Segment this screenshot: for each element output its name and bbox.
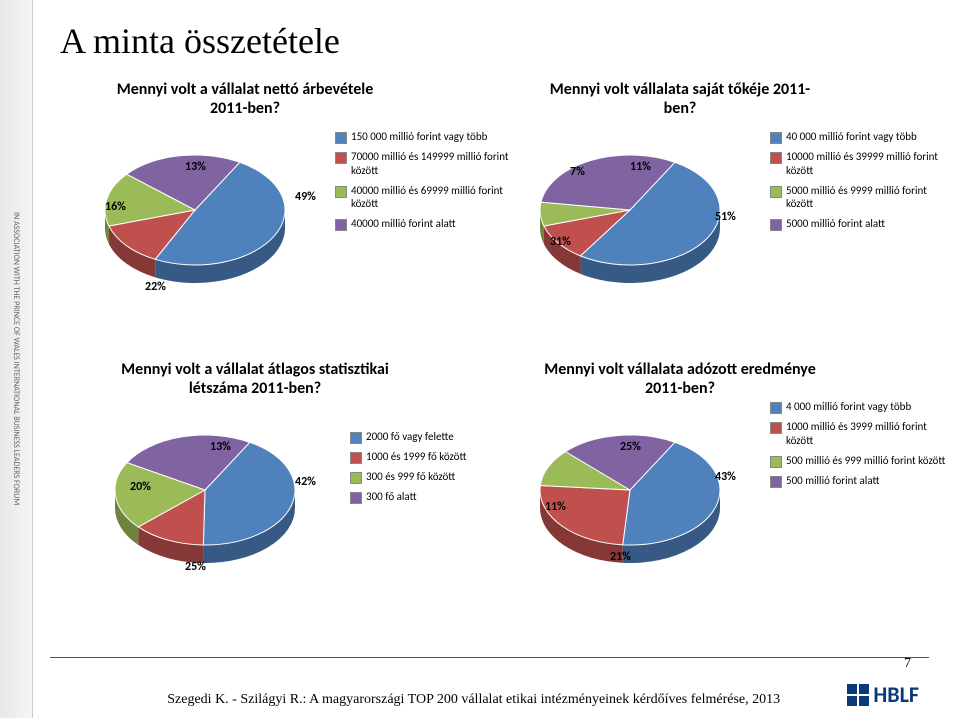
legend-swatch: [770, 152, 782, 164]
legend-item: 2000 fő vagy felette: [350, 430, 510, 444]
pct-label: 43%: [715, 470, 736, 484]
legend-label: 5000 millió és 9999 millió forint között: [786, 184, 950, 212]
legend-label: 40000 millió és 69999 millió forint közö…: [351, 184, 510, 212]
legend-swatch: [350, 452, 362, 464]
legend-label: 1000 millió és 3999 millió forint között: [786, 420, 950, 448]
pct-label: 49%: [295, 190, 316, 204]
legend-item: 5000 millió forint alatt: [770, 217, 950, 231]
footer-citation: Szegedi K. - Szilágyi R.: A magyarország…: [100, 692, 847, 708]
legend-item: 500 millió forint alatt: [770, 474, 950, 488]
pie-headcount: 42% 13% 20% 25%: [85, 400, 345, 600]
legend-swatch: [770, 422, 782, 434]
pct-label: 25%: [185, 560, 206, 574]
legend-revenue: 150 000 millió forint vagy több 70000 mil…: [335, 130, 510, 237]
legend-swatch: [770, 186, 782, 198]
chart-title: Mennyi volt vállalata adózott eredménye …: [535, 360, 825, 398]
hblf-logo: HBLF: [847, 681, 919, 708]
legend-label: 150 000 millió forint vagy több: [351, 130, 487, 144]
chart-equity: Mennyi volt vállalata saját tőkéje 2011-…: [510, 80, 959, 124]
legend-item: 150 000 millió forint vagy több: [335, 130, 510, 144]
legend-item: 5000 millió és 9999 millió forint között: [770, 184, 950, 212]
logo-text: HBLF: [873, 681, 919, 708]
legend-swatch: [350, 472, 362, 484]
sidebar-banner: IN ASSOCIATION WITH THE PRINCE OF WALES …: [0, 0, 33, 718]
pct-label: 22%: [145, 280, 166, 294]
pct-label: 21%: [610, 550, 631, 564]
legend-item: 300 fő alatt: [350, 490, 510, 504]
legend-swatch: [770, 219, 782, 231]
pct-label: 51%: [715, 210, 736, 224]
legend-profit: 4 000 millió forint vagy több 1000 millió…: [770, 400, 950, 494]
pct-label: 13%: [185, 160, 206, 174]
pct-label: 7%: [570, 165, 585, 179]
legend-swatch: [335, 219, 347, 231]
pct-label: 42%: [295, 475, 316, 489]
legend-swatch: [350, 492, 362, 504]
pct-label: 25%: [620, 440, 641, 454]
legend-label: 5000 millió forint alatt: [786, 217, 885, 231]
legend-label: 300 fő alatt: [366, 490, 417, 504]
pie-revenue: 49% 13% 16% 22%: [75, 120, 335, 320]
legend-label: 10000 millió és 39999 millió forint közö…: [786, 150, 950, 178]
legend-item: 4 000 millió forint vagy több: [770, 400, 950, 414]
chart-title: Mennyi volt vállalata saját tőkéje 2011-…: [540, 80, 820, 118]
legend-label: 500 millió és 999 millió forint között: [786, 454, 945, 468]
legend-item: 500 millió és 999 millió forint között: [770, 454, 950, 468]
footer: Szegedi K. - Szilágyi R.: A magyarország…: [0, 681, 959, 708]
legend-item: 1000 millió és 3999 millió forint között: [770, 420, 950, 448]
legend-item: 40000 millió forint alatt: [335, 217, 510, 231]
legend-headcount: 2000 fő vagy felette 1000 és 1999 fő közö…: [350, 430, 510, 510]
logo-icon: [847, 684, 869, 706]
legend-label: 4 000 millió forint vagy több: [786, 400, 911, 414]
legend-swatch: [350, 432, 362, 444]
legend-swatch: [770, 402, 782, 414]
legend-label: 300 és 999 fő között: [366, 470, 455, 484]
legend-item: 300 és 999 fő között: [350, 470, 510, 484]
pie-profit: 43% 25% 11% 21%: [510, 400, 770, 600]
legend-item: 40 000 millió forint vagy több: [770, 130, 950, 144]
legend-swatch: [335, 152, 347, 164]
chart-profit: Mennyi volt vállalata adózott eredménye …: [510, 360, 959, 404]
legend-item: 10000 millió és 39999 millió forint közö…: [770, 150, 950, 178]
chart-headcount: Mennyi volt a vállalat átlagos statiszti…: [55, 360, 505, 404]
chart-title: Mennyi volt a vállalat nettó árbevétele …: [105, 80, 385, 118]
legend-swatch: [770, 132, 782, 144]
chart-revenue: Mennyi volt a vállalat nettó árbevétele …: [55, 80, 505, 124]
footer-rule: [50, 657, 929, 658]
legend-item: 40000 millió és 69999 millió forint közö…: [335, 184, 510, 212]
legend-label: 500 millió forint alatt: [786, 474, 879, 488]
legend-label: 2000 fő vagy felette: [366, 430, 454, 444]
pct-label: 11%: [545, 500, 566, 514]
page-title: A minta összetétele: [60, 20, 340, 62]
legend-label: 70000 millió és 149999 millió forint köz…: [351, 150, 510, 178]
pct-label: 13%: [210, 440, 231, 454]
legend-item: 70000 millió és 149999 millió forint köz…: [335, 150, 510, 178]
legend-label: 1000 és 1999 fő között: [366, 450, 466, 464]
pct-label: 31%: [550, 235, 571, 249]
legend-swatch: [770, 476, 782, 488]
page-number: 7: [904, 656, 911, 672]
legend-label: 40 000 millió forint vagy több: [786, 130, 917, 144]
pct-label: 20%: [130, 480, 151, 494]
chart-title: Mennyi volt a vállalat átlagos statiszti…: [105, 360, 405, 398]
legend-swatch: [335, 132, 347, 144]
legend-equity: 40 000 millió forint vagy több 10000 mill…: [770, 130, 950, 237]
pct-label: 16%: [105, 200, 126, 214]
legend-label: 40000 millió forint alatt: [351, 217, 456, 231]
legend-swatch: [335, 186, 347, 198]
pie-equity: 51% 11% 7% 31%: [510, 120, 770, 320]
pct-label: 11%: [630, 160, 651, 174]
legend-swatch: [770, 456, 782, 468]
legend-item: 1000 és 1999 fő között: [350, 450, 510, 464]
